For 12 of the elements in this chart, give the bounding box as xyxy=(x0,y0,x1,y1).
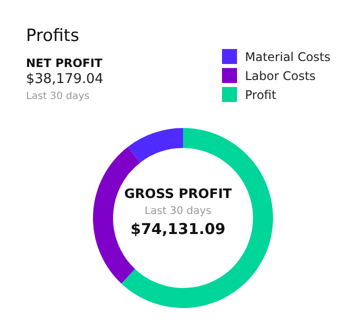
legend-label: Profit xyxy=(245,88,276,102)
donut-slice xyxy=(128,128,183,163)
donut-slice xyxy=(121,128,273,308)
text: $38,179.04 xyxy=(26,71,104,87)
text: Last 30 days xyxy=(26,91,90,102)
legend-label: Material Costs xyxy=(245,50,330,64)
legend-label: Labor Costs xyxy=(245,69,316,83)
text: $74,131.09 xyxy=(130,220,226,238)
text: Last 30 days xyxy=(144,205,212,217)
text: NET PROFIT xyxy=(26,56,102,70)
text: GROSS PROFIT xyxy=(123,187,233,202)
chart-title: Profits xyxy=(26,26,80,46)
